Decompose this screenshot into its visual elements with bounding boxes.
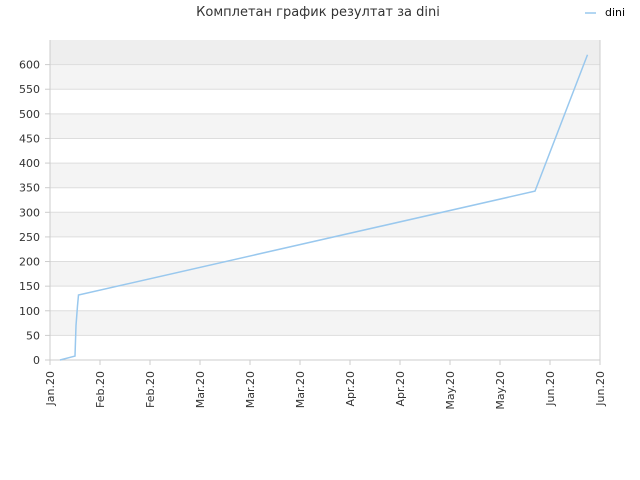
legend-label: dini (605, 6, 625, 19)
chart-title: Комплетан график резултат за dini (196, 5, 440, 20)
background-band (50, 236, 600, 262)
y-tick-label: 400 (19, 157, 40, 170)
y-tick-label: 0 (33, 354, 40, 367)
y-tick-label: 150 (19, 280, 40, 293)
background-band (50, 89, 600, 114)
background-band (50, 64, 600, 90)
chart-gridlines (50, 64, 600, 336)
x-tick-label: Jun.20 (544, 371, 557, 407)
x-tick-label: May.20 (444, 371, 457, 410)
y-tick-label: 300 (19, 206, 40, 219)
x-tick-label: Feb.20 (144, 371, 157, 408)
x-tick-label: Apr.20 (344, 371, 357, 407)
legend[interactable]: dini (585, 6, 625, 19)
y-tick-label: 100 (19, 305, 40, 318)
x-tick-label: Jun.20 (594, 371, 607, 407)
chart-axes (49, 40, 601, 361)
x-tick-label: May.20 (494, 371, 507, 410)
background-band (50, 40, 600, 65)
x-tick-label: Jan.20 (44, 371, 57, 406)
background-band (50, 286, 600, 311)
background-band (50, 212, 600, 237)
y-axis-ticks: 0 50 100 150 200 250 300 350 400 450 500 550 600 (19, 59, 50, 367)
background-band (50, 113, 600, 139)
x-tick-label: Feb.20 (94, 371, 107, 408)
y-tick-label: 600 (19, 59, 40, 72)
y-tick-label: 250 (19, 231, 40, 244)
y-tick-label: 500 (19, 108, 40, 121)
series-line-dini[interactable] (59, 54, 589, 361)
background-band (50, 163, 600, 188)
y-tick-label: 350 (19, 182, 40, 195)
background-band (50, 310, 600, 336)
x-tick-label: Mar.20 (294, 371, 307, 408)
y-tick-label: 550 (19, 83, 40, 96)
x-tick-label: Mar.20 (194, 371, 207, 408)
x-tick-label: Mar.20 (244, 371, 257, 408)
background-band (50, 261, 600, 287)
x-tick-label: Apr.20 (394, 371, 407, 407)
chart-background-bands (50, 40, 600, 360)
chart-series (59, 54, 589, 361)
y-tick-label: 50 (26, 329, 40, 342)
background-band (50, 138, 600, 164)
background-band (50, 335, 600, 360)
x-axis-ticks: Jan.20 Feb.20 Feb.20 Mar.20 Mar.20 Mar.20 Apr.… (44, 360, 607, 410)
y-tick-label: 200 (19, 256, 40, 269)
y-tick-label: 450 (19, 132, 40, 145)
background-band (50, 187, 600, 213)
